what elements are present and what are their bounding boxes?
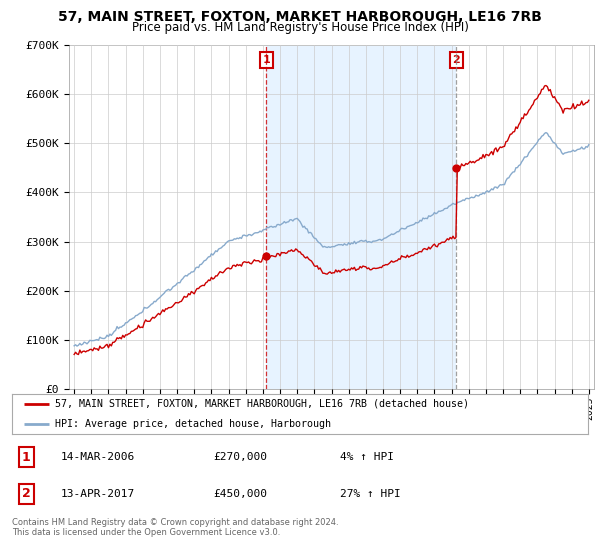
Text: 1: 1 bbox=[263, 55, 271, 65]
Text: 2: 2 bbox=[452, 55, 460, 65]
Text: 13-APR-2017: 13-APR-2017 bbox=[61, 489, 135, 499]
Text: 27% ↑ HPI: 27% ↑ HPI bbox=[340, 489, 401, 499]
Bar bbox=[266, 45, 457, 389]
Text: HPI: Average price, detached house, Harborough: HPI: Average price, detached house, Harb… bbox=[55, 419, 331, 429]
Text: £270,000: £270,000 bbox=[214, 452, 268, 462]
Text: 1: 1 bbox=[22, 451, 31, 464]
Text: 57, MAIN STREET, FOXTON, MARKET HARBOROUGH, LE16 7RB (detached house): 57, MAIN STREET, FOXTON, MARKET HARBOROU… bbox=[55, 399, 469, 409]
Text: 14-MAR-2006: 14-MAR-2006 bbox=[61, 452, 135, 462]
Text: Contains HM Land Registry data © Crown copyright and database right 2024.
This d: Contains HM Land Registry data © Crown c… bbox=[12, 518, 338, 538]
Text: Price paid vs. HM Land Registry's House Price Index (HPI): Price paid vs. HM Land Registry's House … bbox=[131, 21, 469, 34]
Text: 2: 2 bbox=[22, 487, 31, 500]
Text: 4% ↑ HPI: 4% ↑ HPI bbox=[340, 452, 394, 462]
Text: 57, MAIN STREET, FOXTON, MARKET HARBOROUGH, LE16 7RB: 57, MAIN STREET, FOXTON, MARKET HARBOROU… bbox=[58, 10, 542, 24]
Text: £450,000: £450,000 bbox=[214, 489, 268, 499]
